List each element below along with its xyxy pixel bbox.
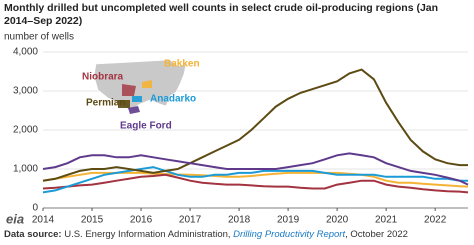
y-tick-label: 1,000 [13,164,38,175]
source: Data source: U.S. Energy Information Adm… [4,229,408,240]
legend-label: Permian [86,98,125,109]
legend-label: Niobrara [82,72,124,83]
x-tick-label: 2020 [326,215,349,226]
legend-label: Eagle Ford [120,121,172,132]
x-tick-label: 2022 [424,215,447,226]
title-line: Monthly drilled but uncompleted well cou… [4,2,438,14]
permian-region [118,100,130,108]
y-tick-label: 2,000 [13,125,38,136]
series-line [42,68,468,182]
series-line [42,152,469,186]
title-line: 2014–Sep 2022) [4,15,82,27]
y-axis-label: number of wells [4,32,74,43]
eagle-ford-region [128,106,140,114]
y-tick-label: 0 [32,203,38,214]
anadarko-region [132,96,142,102]
chart-title: Monthly drilled but uncompleted well cou… [4,2,438,27]
x-tick-label: 2018 [228,215,251,226]
y-tick-label: 4,000 [13,47,38,58]
x-tick-label: 2021 [375,215,398,226]
y-tick-label: 3,000 [13,86,38,97]
chart: Monthly drilled but uncompleted well cou… [4,2,469,240]
legend-label: Anadarko [150,94,196,105]
x-tick-label: 2019 [277,215,300,226]
x-tick-label: 2014 [32,215,55,226]
niobrara-region [122,84,136,96]
logo: eia [6,211,24,226]
source-label: Data source: [4,229,62,240]
page: Monthly drilled but uncompleted well cou… [4,1,469,240]
x-tick-label: 2015 [81,215,104,226]
bakken-region [142,80,152,88]
x-tick-label: 2017 [179,215,202,226]
series-line [42,166,468,194]
source-report: Drilling Productivity Report [233,229,345,240]
us-map [93,59,187,111]
source-date: , October 2022 [345,229,408,240]
source-text: U.S. Energy Information Administration, [64,229,230,240]
series-line [42,173,469,194]
legend-label: Bakken [164,59,200,70]
x-tick-label: 2016 [130,215,153,226]
